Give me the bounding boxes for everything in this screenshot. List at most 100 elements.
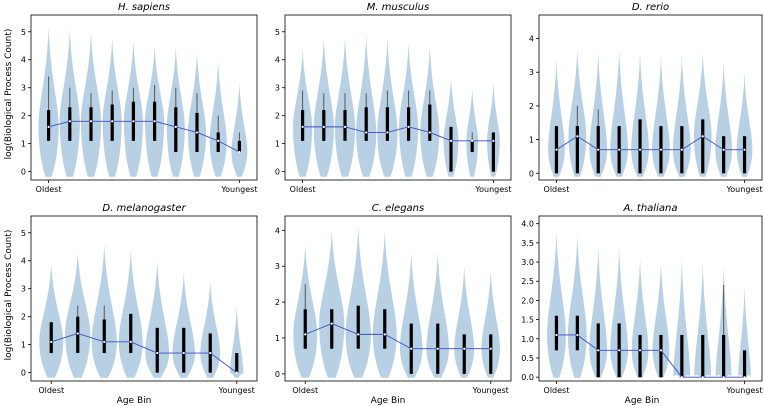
median-point — [597, 349, 600, 352]
violin-body — [610, 246, 629, 378]
median-point — [638, 349, 642, 352]
median-point — [129, 340, 132, 343]
panel-title: A. thaliana — [623, 203, 678, 214]
median-point — [111, 120, 114, 123]
ytick-label: 3.0 — [521, 258, 534, 267]
ytick-label: 2 — [21, 112, 26, 121]
violin-body — [694, 262, 712, 378]
panel-0: 0 1 2 3 4 5 Oldest Youngest H. sapiens — [21, 2, 258, 194]
ytick-label: 1.0 — [521, 335, 534, 344]
median-point — [235, 371, 238, 374]
violin-body — [487, 82, 500, 177]
axes-frame — [30, 215, 258, 382]
ytick-label: 4.0 — [521, 220, 534, 229]
median-point — [174, 125, 177, 128]
violin-body — [230, 305, 244, 378]
xtick-label: Oldest — [544, 185, 570, 194]
ytick-label: 3 — [275, 262, 280, 271]
panels: 0 1 2 3 4 5 Oldest Youngest H. sapiens 0 1 2 3 4 5 Olde… — [21, 2, 763, 395]
panel-4: 0 1 2 3 4 Oldest Youngest C. elegans — [275, 203, 512, 395]
ytick-label: 4 — [529, 35, 534, 44]
figure-xlabel-1: Age Bin — [371, 396, 406, 406]
ytick-label: 4 — [21, 56, 26, 65]
panel-title: D. melanogaster — [102, 203, 186, 214]
ytick-label: 0 — [529, 169, 534, 178]
median-point — [659, 349, 663, 352]
panel-2: 0 1 2 3 4 Oldest Youngest D. rerio — [529, 2, 763, 194]
figure-xlabel-2: Age Bin — [625, 396, 660, 406]
xtick-label: Youngest — [725, 185, 762, 194]
median-point — [47, 125, 50, 128]
ytick-label: 0 — [275, 168, 280, 177]
ytick-label: 2.5 — [521, 277, 534, 286]
median-point — [50, 340, 53, 343]
median-point — [68, 120, 71, 123]
median-line — [302, 126, 494, 142]
ytick-label: 3 — [21, 84, 26, 93]
violin-body — [426, 251, 450, 378]
ytick-label: 2 — [275, 298, 280, 307]
median-point — [357, 333, 360, 336]
ytick-label: 2.0 — [521, 296, 534, 305]
median-point — [576, 135, 579, 138]
ytick-label: 1 — [275, 334, 280, 343]
violin-body — [231, 82, 248, 177]
median-point — [132, 120, 135, 123]
violin-body — [693, 52, 712, 177]
panel-1: 0 1 2 3 4 5 Oldest Youngest M. musculus — [275, 2, 512, 194]
median-point — [89, 120, 93, 123]
median-point — [722, 376, 725, 379]
violin-body — [345, 226, 371, 378]
median-point — [436, 347, 439, 350]
panel-title: C. elegans — [372, 203, 424, 214]
median-point — [182, 351, 185, 355]
ytick-label: 0.5 — [521, 354, 534, 363]
ytick-label: 0 — [275, 370, 280, 379]
violin-body — [466, 87, 479, 177]
median-point — [463, 347, 466, 350]
violin-body — [652, 55, 670, 177]
ytick-label: 3 — [529, 68, 534, 77]
axes-frame — [538, 14, 763, 181]
violin-body — [481, 269, 501, 378]
median-line — [305, 323, 491, 350]
violin-body — [39, 263, 64, 378]
xtick-label: Youngest — [725, 386, 762, 395]
median-point — [386, 131, 389, 134]
median-point — [343, 125, 347, 128]
median-point — [410, 347, 413, 350]
axes-frame — [284, 215, 512, 382]
xtick-label: Youngest — [474, 185, 511, 194]
median-point — [576, 333, 579, 337]
median-point — [217, 139, 220, 142]
ytick-label: 4 — [21, 257, 26, 266]
ytick-label: 2 — [529, 102, 534, 111]
axes-frame — [284, 14, 512, 181]
violin-body — [454, 266, 475, 378]
median-point — [680, 148, 683, 151]
median-point — [383, 333, 386, 336]
median-point — [301, 125, 304, 128]
median-point — [743, 376, 746, 379]
median-point — [449, 139, 453, 142]
median-point — [153, 120, 156, 123]
median-point — [638, 148, 642, 151]
ytick-label: 3 — [21, 285, 26, 294]
violin-body — [631, 52, 649, 177]
ytick-label: 0.0 — [521, 373, 534, 382]
xtick-label: Oldest — [544, 386, 570, 395]
ytick-label: 1 — [529, 136, 534, 145]
ytick-label: 5 — [21, 229, 26, 238]
median-point — [743, 148, 746, 151]
violin-body — [631, 258, 649, 378]
xtick-label: Oldest — [36, 185, 62, 194]
ytick-label: 3.5 — [521, 239, 534, 248]
median-point — [701, 135, 704, 138]
figure-xlabel-0: Age Bin — [117, 396, 152, 406]
ytick-label: 2 — [275, 112, 280, 121]
violin-body — [372, 230, 397, 378]
panel-title: M. musculus — [367, 2, 429, 13]
violin-body — [145, 260, 170, 378]
panel-title: H. sapiens — [118, 2, 170, 13]
